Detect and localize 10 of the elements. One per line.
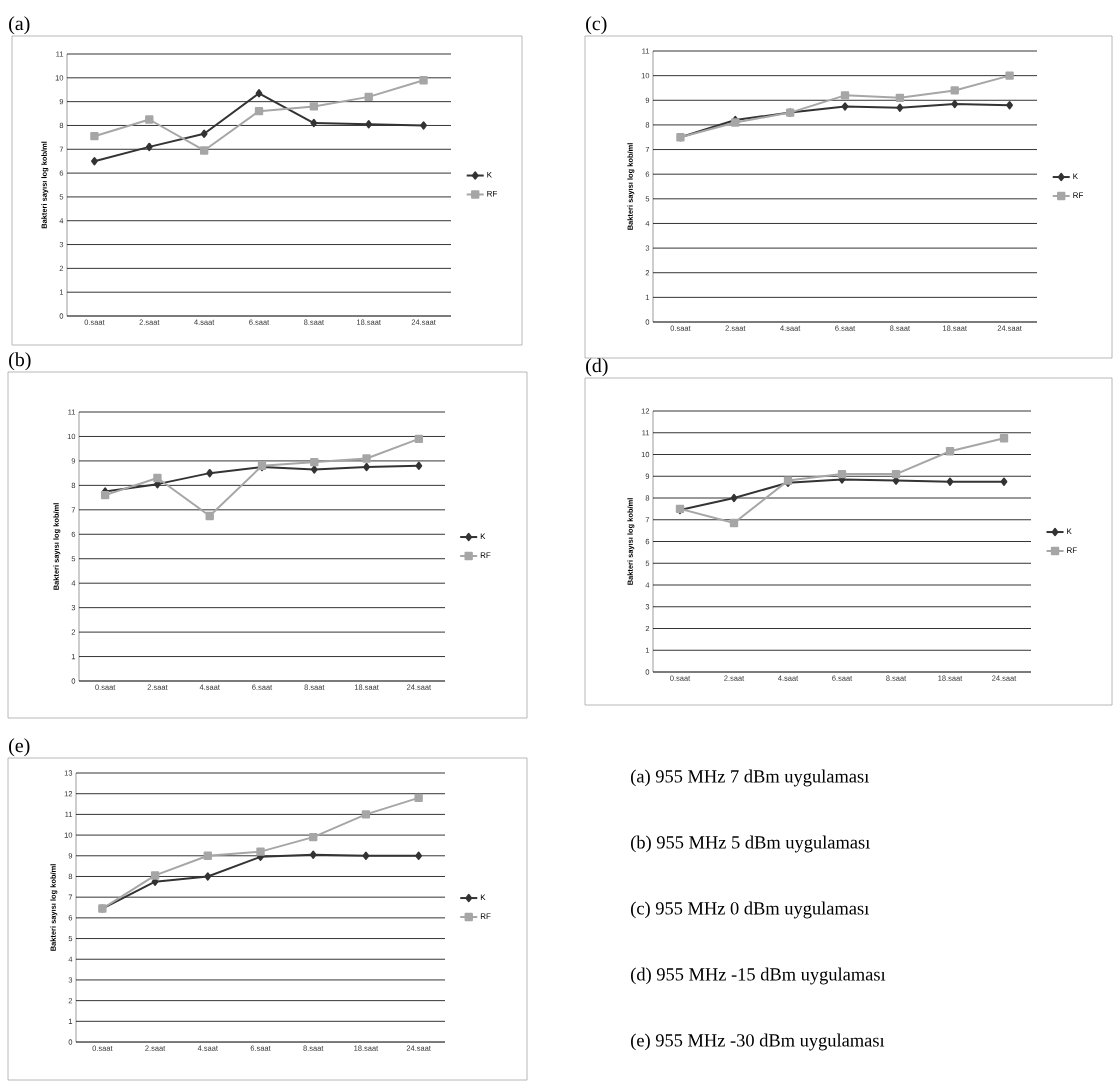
text: (c) 955 MHz 0 dBm uygulaması [631,901,869,919]
chart-title: (e) [9,738,30,757]
text: (d) 955 MHz -15 dBm uygulaması [631,967,886,985]
chart-title: (d) [586,358,608,377]
text: (a) 955 MHz 7 dBm uygulaması [631,769,869,787]
chart-title: (c) [586,16,607,35]
text: (b) 955 MHz 5 dBm uygulaması [631,835,870,853]
text: (e) 955 MHz -30 dBm uygulaması [631,1033,885,1051]
chart-title: (b) [9,352,31,371]
chart-title: (a) [9,16,30,35]
